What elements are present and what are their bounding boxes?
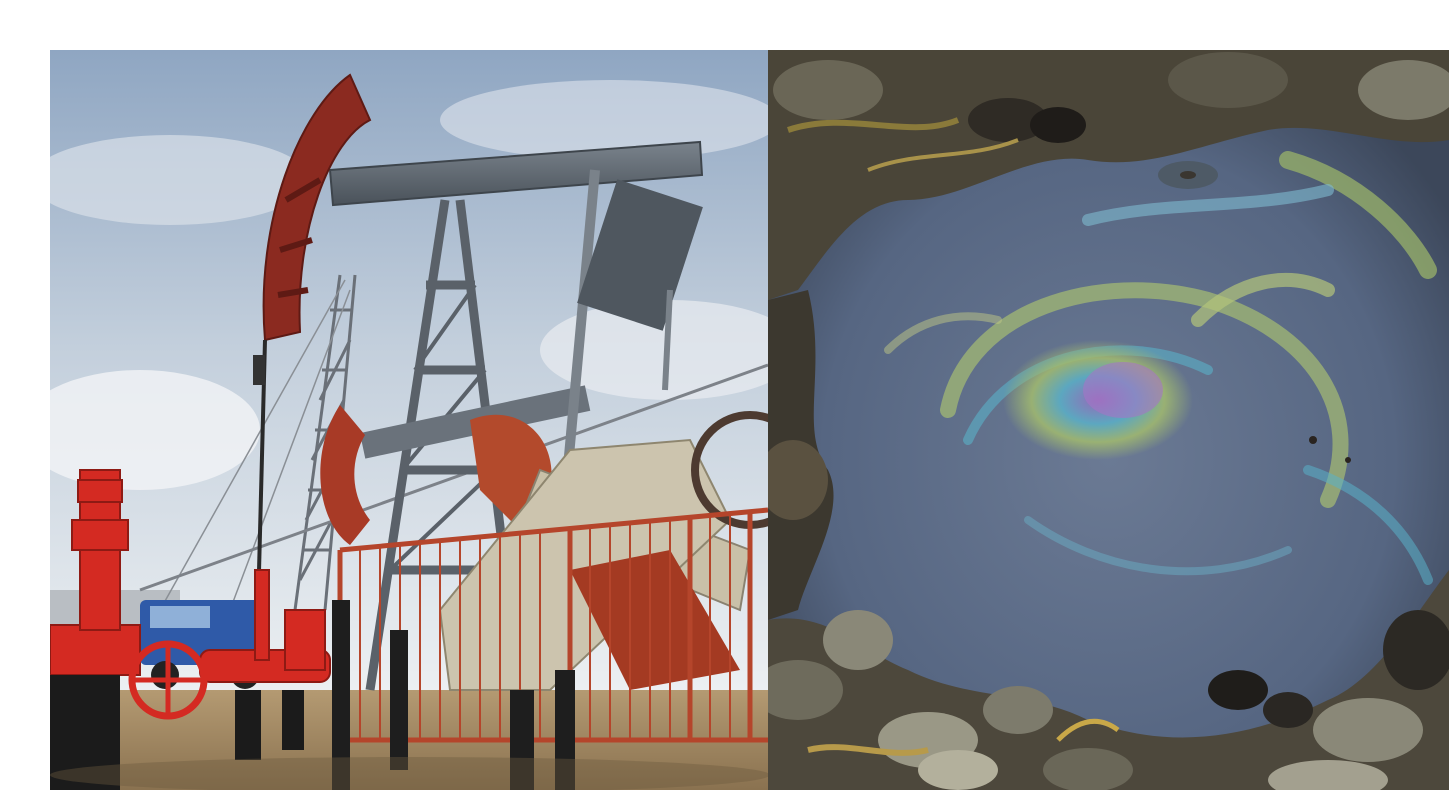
rocks-bottom <box>768 610 1449 790</box>
pitman-arm <box>560 169 600 501</box>
wellhead-valves <box>50 469 331 683</box>
pumpjack-illustration <box>50 50 768 790</box>
pumpjack-photo <box>50 50 768 790</box>
safety-railing <box>337 507 768 743</box>
oil-sheen-illustration <box>768 50 1449 790</box>
rocky-shore-top <box>768 50 1449 300</box>
cloud <box>540 300 768 400</box>
cloud <box>50 370 260 490</box>
walking-beam <box>328 140 704 207</box>
rocks-top <box>773 52 1449 189</box>
secondary-horsehead <box>320 405 370 545</box>
debris <box>1345 457 1351 463</box>
debris <box>1309 436 1317 444</box>
cloud <box>440 80 768 160</box>
cloud <box>50 135 310 225</box>
oil-sheen-photo <box>768 50 1449 790</box>
debris <box>1180 171 1196 179</box>
